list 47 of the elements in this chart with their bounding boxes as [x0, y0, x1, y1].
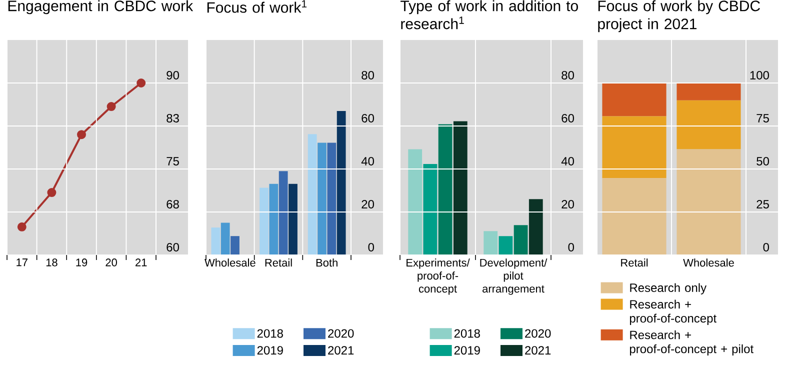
- x-tick-label: 21: [136, 258, 147, 266]
- y-tick-label: 75: [756, 114, 769, 122]
- x-tick-label: 17: [16, 258, 28, 266]
- y-tick-label: 90: [166, 70, 180, 80]
- y-tick-label: 60: [562, 114, 574, 122]
- y-tick-label: 0: [763, 242, 770, 252]
- legend-label: 2021: [525, 346, 551, 355]
- legend-label: Research only: [630, 283, 707, 294]
- y-tick-label: 83: [166, 114, 179, 122]
- x-tick-label: Both: [316, 258, 338, 267]
- y-tick-label: 75: [166, 157, 179, 166]
- y-tick-label: 60: [362, 114, 374, 122]
- y-tick-label: 68: [166, 200, 179, 208]
- x-tick-label: Retail: [621, 258, 648, 267]
- x-tick-label: Wholesale: [204, 258, 256, 267]
- legend-label: Research + proof-of-concept: [630, 300, 716, 325]
- y-tick-label: 40: [561, 156, 574, 166]
- legend-label: 2021: [328, 346, 354, 355]
- y-tick-label: 20: [562, 200, 574, 208]
- legend-label: 2019: [454, 346, 480, 355]
- legend-label: 2019: [257, 346, 283, 355]
- chart-title: Engagement in CBDC work: [8, 0, 194, 14]
- y-tick-label: 25: [756, 200, 769, 208]
- legend-label: 2018: [257, 329, 283, 338]
- x-tick-label: 20: [106, 258, 117, 266]
- x-tick-label: Experiments/ proof-of-concept: [406, 258, 470, 295]
- y-tick-label: 20: [362, 200, 374, 208]
- y-tick-label: 100: [750, 70, 770, 80]
- x-tick-label: 18: [46, 258, 58, 266]
- y-tick-label: 60: [166, 242, 180, 252]
- legend-label: Research + proof-of-concept + pilot: [630, 330, 754, 356]
- chart-title: Focus of work$^{1}$: [207, 0, 307, 13]
- x-tick-label: Wholesale: [683, 258, 734, 267]
- x-tick-label: 19: [76, 258, 88, 266]
- legend-label: 2020: [525, 329, 551, 338]
- y-tick-label: 40: [361, 156, 374, 166]
- chart-title: Type of work in addition to research$^{1}$: [400, 0, 578, 30]
- chart-title: Focus of work by CBDC project in 2021: [598, 0, 760, 32]
- y-tick-label: 80: [562, 70, 574, 80]
- legend-label: 2020: [328, 329, 354, 338]
- y-tick-label: 80: [362, 70, 374, 80]
- x-tick-label: Development/ pilot arrangement: [480, 258, 548, 295]
- y-tick-label: 0: [568, 242, 574, 252]
- legend-label: 2018: [454, 329, 480, 338]
- y-tick-label: 0: [368, 242, 374, 252]
- y-tick-label: 50: [756, 156, 770, 166]
- x-tick-label: Retail: [265, 258, 292, 267]
